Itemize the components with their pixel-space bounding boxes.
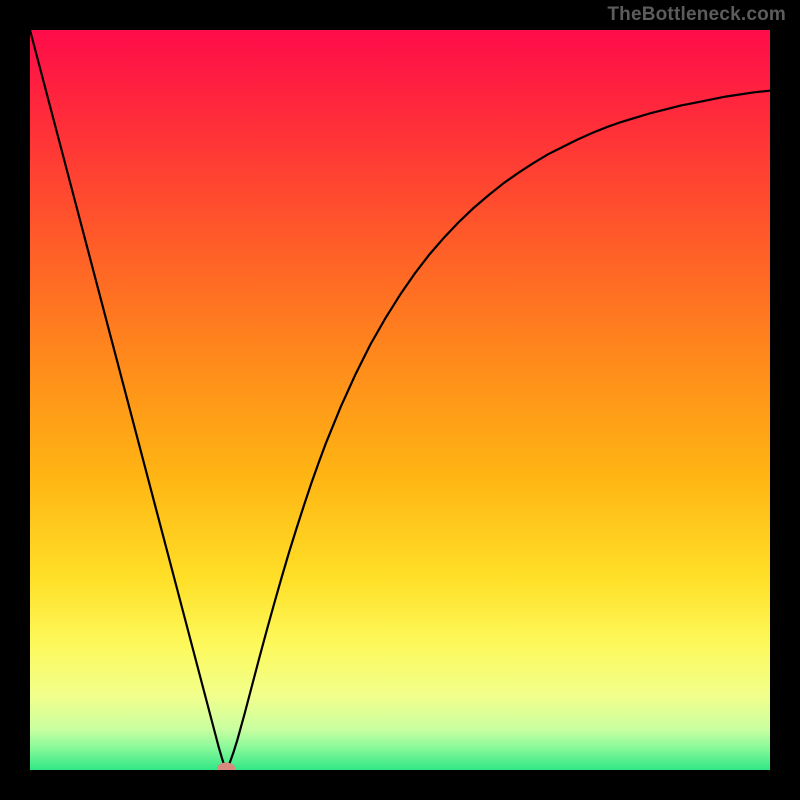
gradient-background bbox=[30, 30, 770, 770]
chart-frame: TheBottleneck.com bbox=[0, 0, 800, 800]
watermark-label: TheBottleneck.com bbox=[607, 4, 786, 26]
bottleneck-curve-chart bbox=[30, 30, 770, 770]
